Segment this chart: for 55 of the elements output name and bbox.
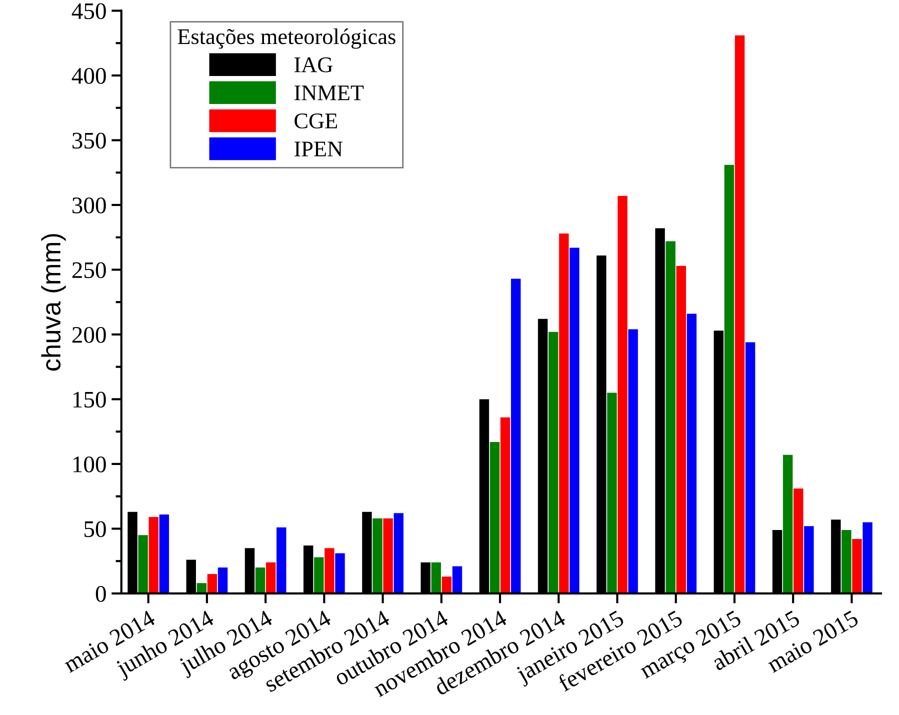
- bar: [490, 442, 500, 594]
- y-tick-label: 150: [73, 392, 106, 408]
- bar: [724, 164, 734, 594]
- bar: [255, 568, 266, 594]
- y-tick-label: 400: [72, 68, 106, 84]
- bar: [314, 557, 324, 594]
- bar: [510, 278, 521, 594]
- y-tick-label: 200: [72, 326, 106, 343]
- bar: [138, 535, 148, 594]
- bar: [372, 518, 382, 594]
- bar: [745, 342, 756, 594]
- legend-label: IAG: [294, 57, 333, 72]
- bar: [148, 517, 158, 594]
- bar: [394, 513, 404, 594]
- y-tick-label: 450: [72, 3, 106, 20]
- bar: [676, 266, 686, 594]
- bar: [266, 562, 276, 594]
- bar: [686, 314, 697, 594]
- y-tick-label: 300: [72, 197, 106, 214]
- bar: [570, 248, 580, 594]
- bar: [159, 514, 170, 594]
- bar: [207, 574, 218, 594]
- bar: [431, 562, 441, 594]
- bar: [559, 233, 569, 594]
- bar: [794, 488, 804, 594]
- y-tick-label: 250: [72, 262, 106, 278]
- bar: [218, 568, 228, 594]
- bar: [324, 548, 334, 594]
- bar: [452, 566, 462, 594]
- bar: [335, 553, 345, 594]
- bar: [804, 526, 814, 594]
- bar: [383, 518, 393, 594]
- bar: [548, 332, 558, 594]
- bar: [276, 527, 286, 594]
- legend-label: CGE: [294, 114, 338, 128]
- bar: [852, 539, 862, 594]
- y-tick-label: 50: [84, 521, 106, 538]
- y-tick-label: 0: [96, 586, 106, 602]
- bar: [442, 576, 452, 594]
- bar: [842, 530, 852, 594]
- bar: [618, 196, 628, 594]
- y-tick-label: 100: [73, 456, 106, 472]
- bar: [862, 522, 872, 594]
- y-axis-title: chuva (mm): [41, 234, 66, 371]
- bar: [666, 241, 676, 594]
- bar: [628, 329, 638, 594]
- bar: [500, 417, 510, 594]
- y-tick-label: 350: [72, 132, 106, 149]
- legend-title: Estações meteorológicas: [178, 28, 396, 49]
- bar: [734, 35, 745, 594]
- bar: [196, 583, 207, 594]
- bar: [607, 392, 617, 594]
- legend-label: INMET: [294, 86, 364, 100]
- bar: [782, 454, 793, 594]
- legend-label: IPEN: [294, 142, 343, 156]
